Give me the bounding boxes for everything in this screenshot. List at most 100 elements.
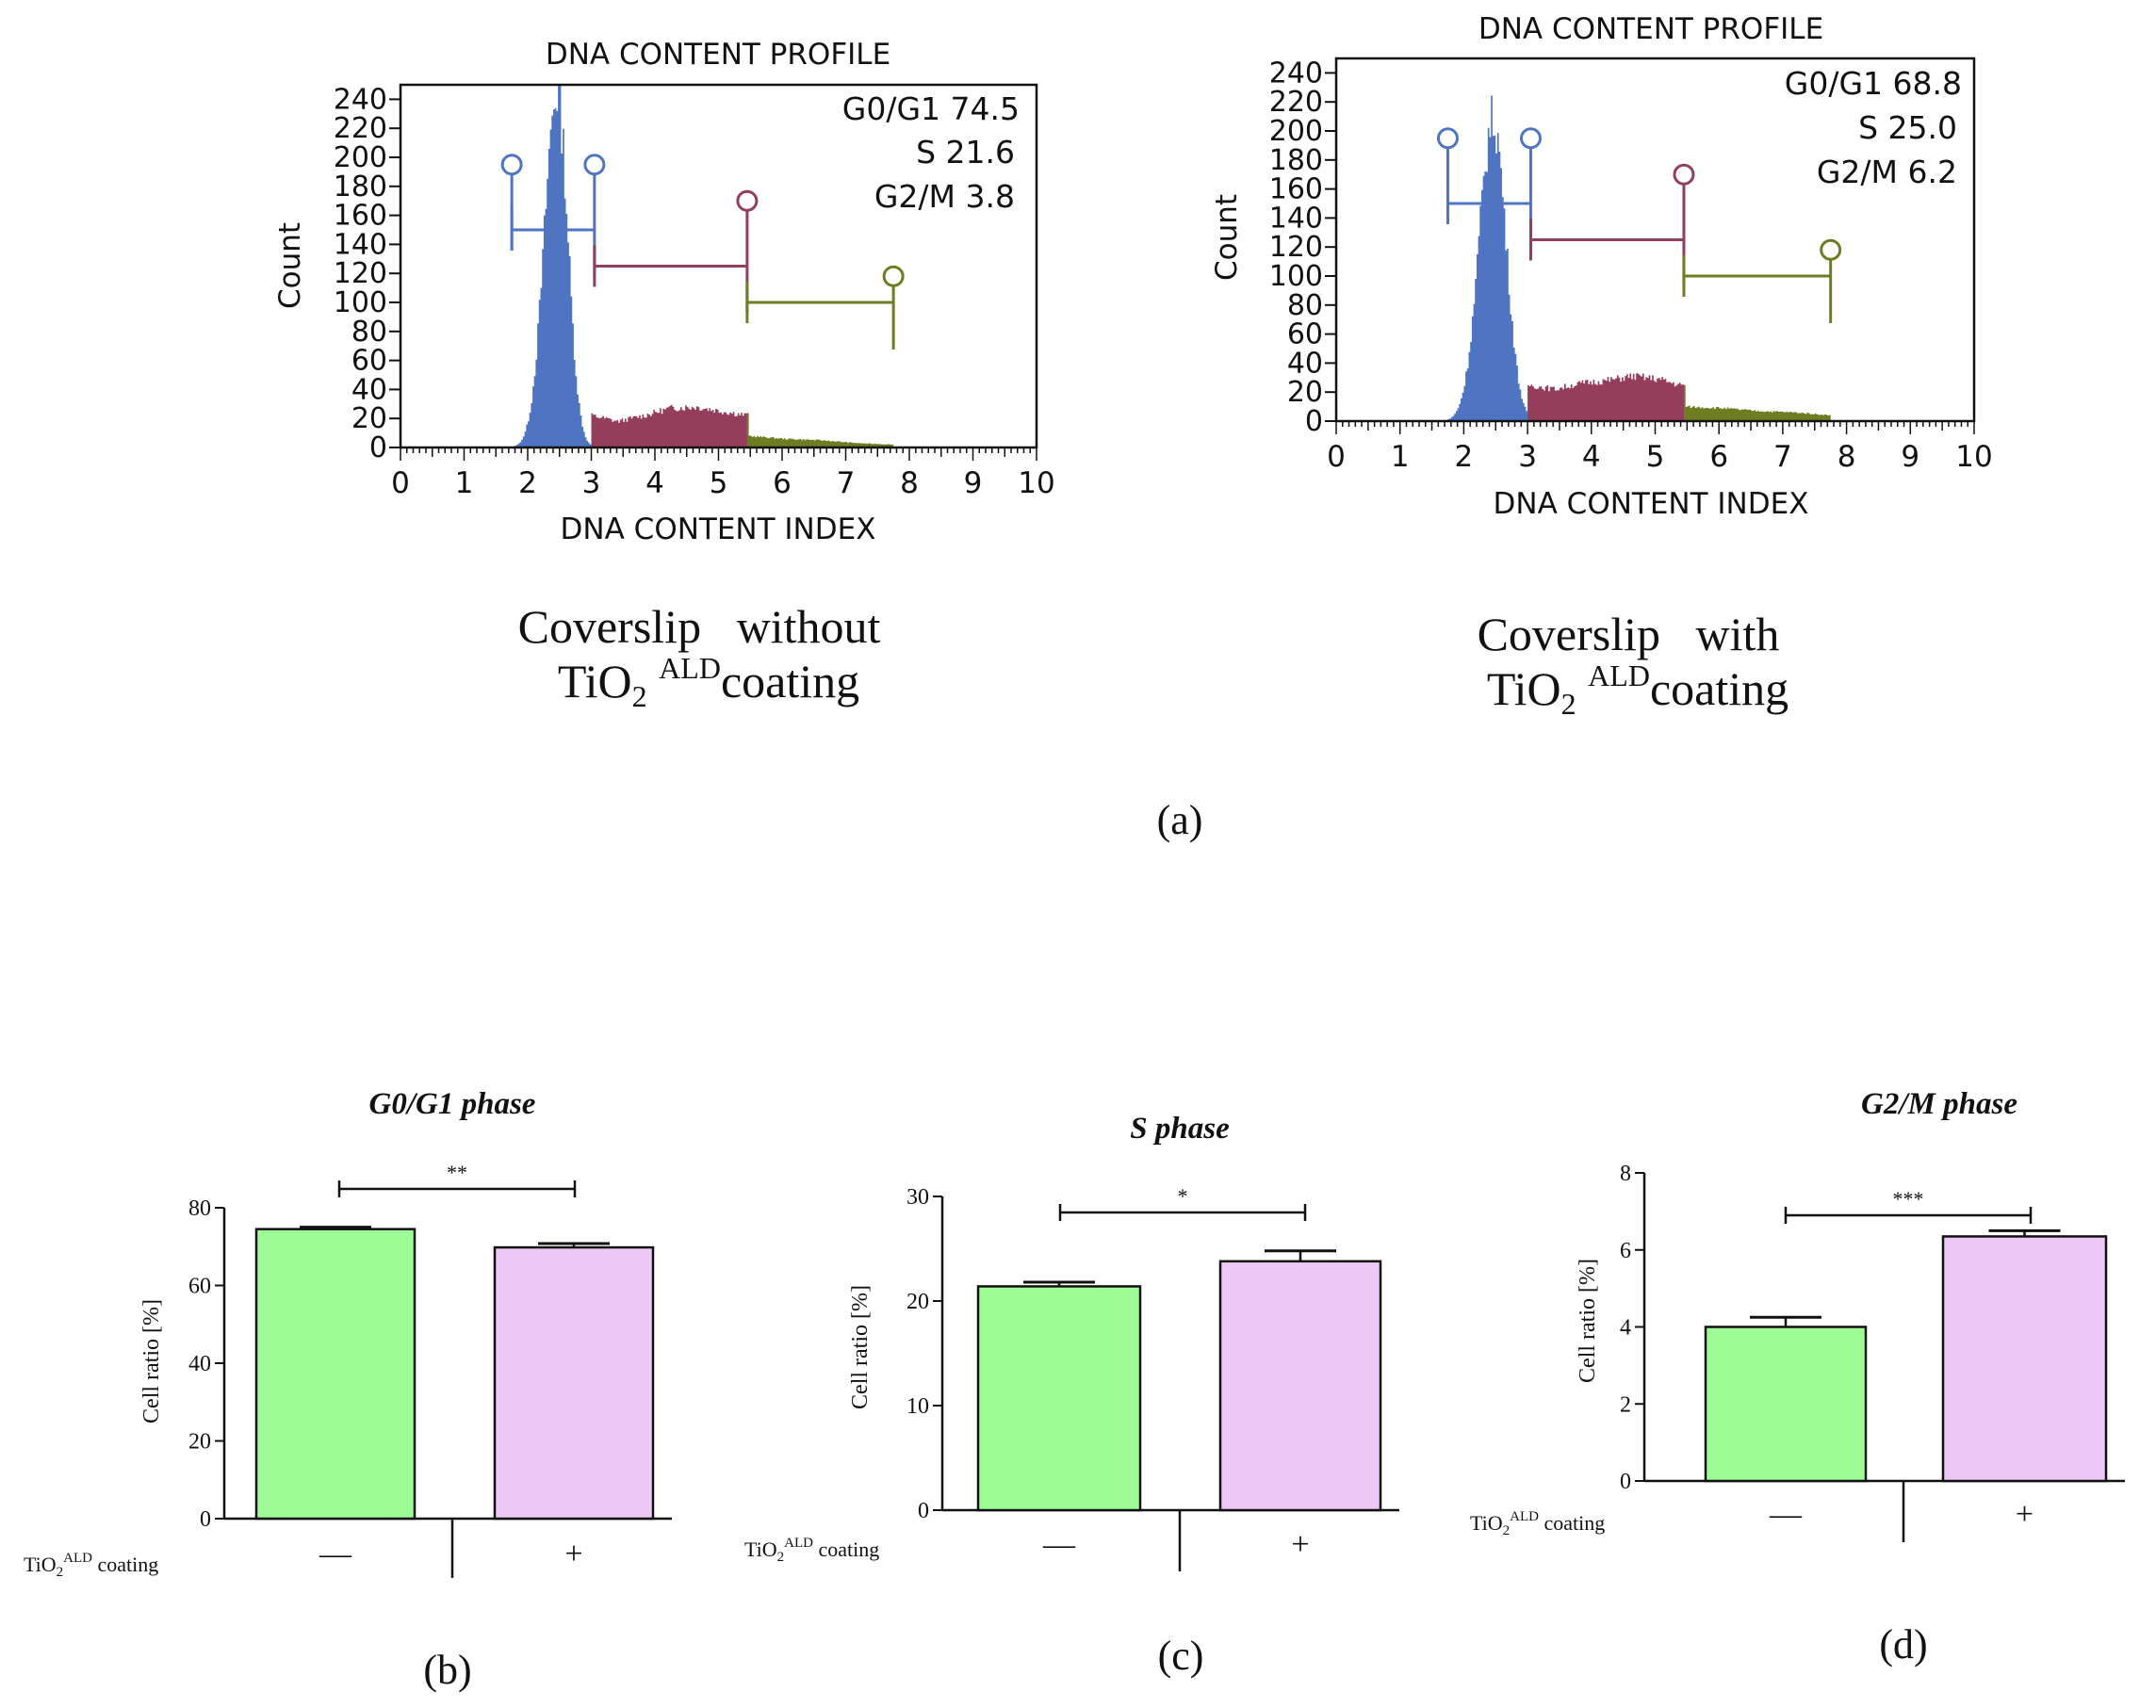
y-tick-label: 100 [334,286,387,319]
gate-g0g1-start-marker [500,154,523,176]
category-label: — [1769,1497,1803,1532]
histogram-right: DNA CONTENT PROFILE Count DNA CONTENT IN… [1210,12,1993,521]
bar-chart-g2m: G2/M phase Cell ratio [%] 0 2 4 6 8 — + *** TiO2… [1470,1087,2125,1542]
y-tick-label: 140 [1269,202,1323,235]
histogram-s-region [1527,373,1686,421]
x-tick-label: 2 [518,466,537,500]
bar-with-coating [1941,1235,2108,1483]
figure-label-c: (c) [1158,1633,1204,1679]
histogram-g2m-region [746,413,902,447]
histogram-left-bars [496,85,902,447]
group-label: TiO2ALD coating [1470,1509,1605,1538]
y-tick-label: 20 [188,1430,211,1455]
y-tick-label: 60 [1287,318,1323,351]
y-tick-label: 0 [200,1507,211,1532]
group-label: TiO2ALD coating [744,1536,879,1565]
histogram-right-gates [1436,127,1842,323]
histogram-right-stat-g2m: G2/M 6.2 [1817,154,1957,190]
y-tick-label: 20 [906,1290,929,1314]
histogram-left-stat-g0g1: G0/G1 74.5 [842,90,1020,127]
category-label: — [1042,1527,1076,1562]
histogram-left-xaxis: 0 1 2 3 4 5 6 7 8 9 10 [391,447,1055,500]
y-tick-label: 20 [1287,376,1323,409]
histogram-g0g1-region [1431,95,1529,421]
x-tick-label: 1 [455,466,474,500]
x-tick-label: 3 [582,466,601,500]
caption-left-line2: TiO2 ALDcoating [558,651,859,713]
histogram-g2m-region [1684,384,1839,421]
x-tick-label: 7 [837,466,856,500]
y-tick-label: 80 [1287,289,1323,322]
histogram-right-stat-s: S 25.0 [1858,109,1957,146]
gate-g0g1-start-marker [1436,127,1459,150]
y-tick-label: 0 [1620,1470,1631,1494]
x-tick-label: 10 [1018,466,1054,500]
caption-left-line1: Coverslip without [518,600,881,653]
caption-right-line2: TiO2 ALDcoating [1487,659,1788,721]
histogram-left-stat-g2m: G2/M 3.8 [874,178,1015,215]
y-tick-label: 140 [334,228,387,261]
histogram-left-xlabel: DNA CONTENT INDEX [561,512,876,546]
category-label: + [564,1537,582,1571]
x-tick-label: 6 [1709,440,1728,474]
y-tick-label: 0 [369,431,387,464]
histogram-right-xaxis: 0 1 2 3 4 5 6 7 8 9 10 [1327,421,1993,474]
bar-chart-g0g1-title: G0/G1 phase [369,1087,536,1121]
histogram-right-stat-g0g1: G0/G1 68.8 [1785,65,1962,102]
histogram-left-title: DNA CONTENT PROFILE [546,38,890,72]
y-tick-label: 0 [918,1499,929,1523]
y-tick-label: 6 [1620,1239,1631,1263]
y-tick-label: 40 [351,373,387,406]
caption-right: Coverslip with TiO2 ALDcoating [1478,608,1789,721]
y-tick-label: 220 [334,112,387,145]
x-tick-label: 9 [964,466,983,500]
x-tick-label: 9 [1901,440,1919,474]
y-tick-label: 80 [188,1196,211,1221]
y-tick-label: 10 [906,1394,929,1419]
bar-without-coating [976,1285,1142,1512]
x-tick-label: 7 [1773,440,1792,474]
category-label: — [318,1537,352,1571]
y-tick-label: 160 [1269,173,1323,206]
histogram-left: DNA CONTENT PROFILE Count DNA CONTENT IN… [273,38,1055,546]
bar-with-coating [1218,1260,1382,1512]
y-tick-label: 180 [334,171,387,203]
gate-g0g1-marker [1519,127,1542,150]
x-tick-label: 3 [1518,440,1537,474]
histogram-right-title: DNA CONTENT PROFILE [1478,12,1823,46]
bar-chart-g2m-title: G2/M phase [1861,1087,2017,1121]
y-tick-label: 30 [906,1185,929,1210]
y-tick-label: 0 [1305,405,1323,438]
group-label: TiO2ALD coating [24,1551,158,1580]
x-tick-label: 2 [1455,440,1474,474]
histogram-left-ylabel: Count [273,222,307,309]
bar-chart-s: S phase Cell ratio [%] 0 10 20 30 — + * TiO2ALD… [744,1112,1399,1571]
y-tick-label: 240 [1269,57,1323,89]
y-tick-label: 60 [188,1275,211,1299]
gate-g2m-marker [882,265,905,287]
y-tick-label: 100 [1269,260,1323,293]
bar-chart-g0g1-ylabel: Cell ratio [%] [139,1299,164,1423]
bar-chart-s-title: S phase [1130,1112,1229,1146]
gate-s-marker [736,189,759,212]
y-tick-label: 120 [1269,231,1323,264]
histogram-left-gates [500,154,905,350]
bar-chart-g0g1: G0/G1 phase Cell ratio [%] 0 20 40 60 80 — + **… [24,1087,672,1580]
significance-stars: *** [1893,1187,1924,1211]
histogram-right-xlabel: DNA CONTENT INDEX [1494,487,1809,521]
y-tick-label: 40 [1287,347,1323,380]
x-tick-label: 0 [1327,440,1346,474]
x-tick-label: 8 [1838,440,1856,474]
caption-left: Coverslip without TiO2 ALDcoating [518,600,881,713]
y-tick-label: 200 [334,141,387,174]
x-tick-label: 1 [1391,440,1410,474]
y-tick-label: 200 [1269,115,1323,148]
figure-label-a: (a) [1157,797,1203,843]
histogram-s-region [591,404,749,447]
y-tick-label: 120 [334,257,387,290]
x-tick-label: 8 [900,466,919,500]
x-tick-label: 4 [645,466,664,500]
figure-label-d: (d) [1879,1621,1927,1667]
